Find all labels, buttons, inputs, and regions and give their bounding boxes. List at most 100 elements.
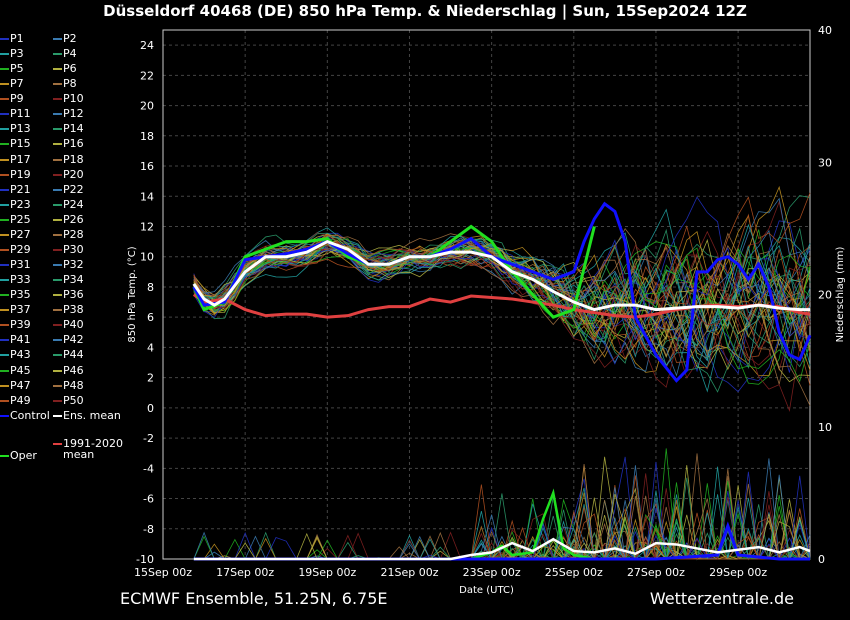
member-precip-p28 bbox=[193, 476, 811, 560]
legend-item-p37: P37 bbox=[0, 303, 31, 316]
y-tick-label: -6 bbox=[143, 493, 154, 506]
legend-label: P45 bbox=[10, 363, 31, 377]
member-line-p2 bbox=[193, 240, 811, 367]
member-line-p4 bbox=[193, 195, 811, 393]
legend-label: P9 bbox=[10, 92, 24, 106]
legend-swatch bbox=[0, 369, 9, 372]
legend-swatch bbox=[0, 415, 9, 417]
legend-swatch bbox=[53, 68, 62, 71]
legend-label: P26 bbox=[63, 212, 84, 226]
member-precip-p34 bbox=[193, 536, 810, 560]
legend-swatch bbox=[53, 324, 62, 327]
legend-swatch bbox=[53, 98, 62, 101]
legend-item-p43: P43 bbox=[0, 348, 31, 361]
member-line-p49 bbox=[193, 234, 811, 363]
member-precip-p33 bbox=[193, 494, 810, 561]
legend-swatch bbox=[53, 294, 62, 297]
member-line-p31 bbox=[193, 196, 811, 365]
member-line-p29 bbox=[193, 192, 811, 316]
member-line-p26 bbox=[193, 243, 811, 369]
legend-item-p36: P36 bbox=[53, 288, 84, 301]
y2-tick-label: 40 bbox=[818, 24, 832, 37]
legend-swatch bbox=[0, 128, 9, 131]
legend-swatch bbox=[0, 324, 9, 327]
legend-item-p29: P29 bbox=[0, 243, 31, 256]
legend-item-p21: P21 bbox=[0, 183, 31, 196]
x-tick-label: 29Sep 00z bbox=[709, 566, 767, 579]
oper-line bbox=[192, 224, 596, 319]
legend-swatch bbox=[53, 128, 62, 131]
legend-swatch bbox=[53, 248, 62, 251]
member-line-p21 bbox=[193, 239, 811, 373]
legend-label: P41 bbox=[10, 333, 31, 347]
legend-swatch bbox=[53, 309, 62, 312]
member-precip-p32 bbox=[193, 514, 810, 560]
legend-item-p7: P7 bbox=[0, 77, 24, 90]
member-precip-p35 bbox=[193, 495, 810, 560]
member-precip-p11 bbox=[193, 456, 810, 560]
legend-item-p39: P39 bbox=[0, 318, 31, 331]
member-line-p19 bbox=[193, 258, 811, 386]
legend-label: P49 bbox=[10, 393, 31, 407]
legend-item-p33: P33 bbox=[0, 273, 31, 286]
legend-swatch bbox=[0, 143, 9, 146]
y-tick-label: 14 bbox=[140, 190, 154, 203]
legend-swatch bbox=[53, 279, 62, 282]
member-precip-p9 bbox=[193, 485, 811, 561]
legend-swatch bbox=[0, 188, 9, 191]
legend-label: P7 bbox=[10, 77, 24, 91]
legend-swatch bbox=[53, 443, 62, 445]
legend-swatch bbox=[0, 309, 9, 312]
legend-item-p44: P44 bbox=[53, 348, 84, 361]
legend-item-p46: P46 bbox=[53, 364, 84, 377]
legend-swatch bbox=[53, 113, 62, 116]
legend-item-p38: P38 bbox=[53, 303, 84, 316]
member-precip-p38 bbox=[193, 453, 810, 560]
legend-label: P42 bbox=[63, 333, 84, 347]
member-precip-p45 bbox=[193, 480, 810, 560]
legend-item-p19: P19 bbox=[0, 168, 31, 181]
legend-label: P46 bbox=[63, 363, 84, 377]
legend-label: P16 bbox=[63, 137, 84, 151]
legend-item-p12: P12 bbox=[53, 107, 84, 120]
plot-frame bbox=[162, 29, 811, 560]
member-precip-p12 bbox=[193, 458, 810, 560]
y-tick-label: 10 bbox=[140, 251, 154, 264]
member-precip-p8 bbox=[193, 514, 810, 560]
member-precip-p7 bbox=[193, 492, 810, 560]
member-precip-p44 bbox=[193, 526, 810, 560]
legend-swatch bbox=[0, 113, 9, 116]
x-tick-label: 21Sep 00z bbox=[380, 566, 438, 579]
member-line-p14 bbox=[193, 227, 811, 354]
legend-label: P14 bbox=[63, 122, 84, 136]
member-line-p20 bbox=[193, 232, 811, 372]
x-tick-label: 15Sep 00z bbox=[134, 566, 192, 579]
y2-tick-label: 30 bbox=[818, 156, 832, 169]
legend-item-p50: P50 bbox=[53, 394, 84, 407]
member-precip-p47 bbox=[193, 545, 810, 560]
legend-label: mean bbox=[63, 448, 95, 461]
legend-item-p4: P4 bbox=[53, 47, 77, 60]
y-tick-label: 4 bbox=[147, 341, 154, 354]
member-line-p46 bbox=[193, 245, 811, 383]
member-precip-p41 bbox=[193, 475, 811, 560]
legend-swatch bbox=[0, 399, 9, 402]
legend-item-p25: P25 bbox=[0, 213, 31, 226]
legend-label: 1991-2020 bbox=[63, 437, 123, 450]
legend-label: P36 bbox=[63, 288, 84, 302]
legend-item-p6: P6 bbox=[53, 62, 77, 75]
legend-label: P12 bbox=[63, 107, 84, 121]
legend-label: P35 bbox=[10, 288, 31, 302]
legend-swatch bbox=[0, 173, 9, 176]
member-precip-p19 bbox=[193, 507, 810, 560]
member-precip-p22 bbox=[193, 500, 810, 560]
y-tick-label: 24 bbox=[140, 39, 154, 52]
legend-swatch bbox=[0, 158, 9, 161]
legend-label: P30 bbox=[63, 242, 84, 256]
legend-item-p49: P49 bbox=[0, 394, 31, 407]
y-tick-label: -4 bbox=[143, 462, 154, 475]
member-line-p33 bbox=[193, 236, 811, 361]
legend-item-ens-mean: Ens. mean bbox=[53, 409, 121, 422]
